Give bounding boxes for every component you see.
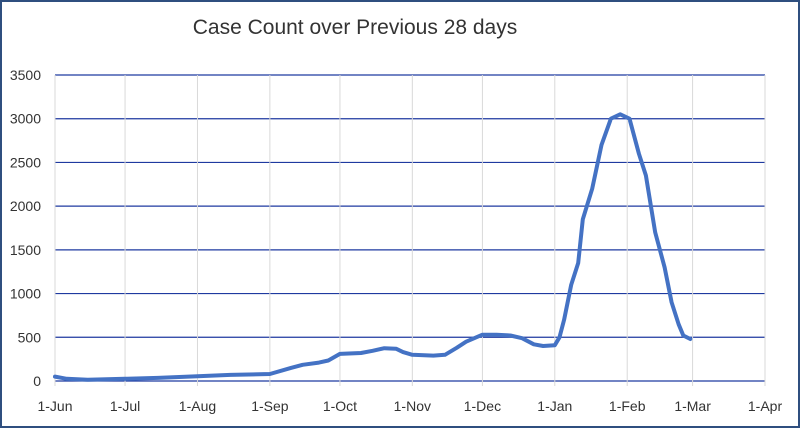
- x-tick-label-1-Sep: 1-Sep: [251, 398, 289, 414]
- gridlines: [55, 74, 765, 382]
- y-tick-label-1000: 1000: [10, 286, 41, 302]
- x-tick-label-1-Aug: 1-Aug: [179, 398, 216, 414]
- x-axis-ticks: 1-Jun 1-Jul 1-Aug 1-Sep 1-Oct 1-Nov 1-Dec 1-Jan…: [37, 398, 782, 414]
- y-tick-label-3000: 3000: [10, 111, 41, 127]
- series-group: [53, 112, 693, 382]
- y-tick-label-1500: 1500: [10, 242, 41, 258]
- x-tick-label-1-Jun: 1-Jun: [37, 398, 72, 414]
- x-tick-label-1-Mar: 1-Mar: [674, 398, 711, 414]
- x-tick-label-1-Jan: 1-Jan: [537, 398, 572, 414]
- y-tick-label-500: 500: [18, 329, 42, 345]
- y-axis-ticks: 0 500 1000 1500 2000 2500 3000 3500: [10, 67, 41, 389]
- vertical-gridlines: [54, 75, 766, 386]
- x-tick-label-1-Dec: 1-Dec: [464, 398, 501, 414]
- x-tick-label-1-Jul: 1-Jul: [110, 398, 140, 414]
- x-tick-label-1-Oct: 1-Oct: [323, 398, 357, 414]
- chart-title: Case Count over Previous 28 days: [192, 16, 518, 39]
- x-tick-label-1-Apr: 1-Apr: [748, 398, 783, 414]
- series-line-0: [53, 112, 693, 382]
- y-tick-label-3500: 3500: [10, 67, 41, 83]
- y-tick-label-2500: 2500: [10, 154, 41, 170]
- x-tick-label-1-Nov: 1-Nov: [394, 398, 431, 414]
- x-tick-label-1-Feb: 1-Feb: [609, 398, 646, 414]
- y-tick-label-2000: 2000: [10, 198, 41, 214]
- y-tick-label-0: 0: [33, 373, 41, 389]
